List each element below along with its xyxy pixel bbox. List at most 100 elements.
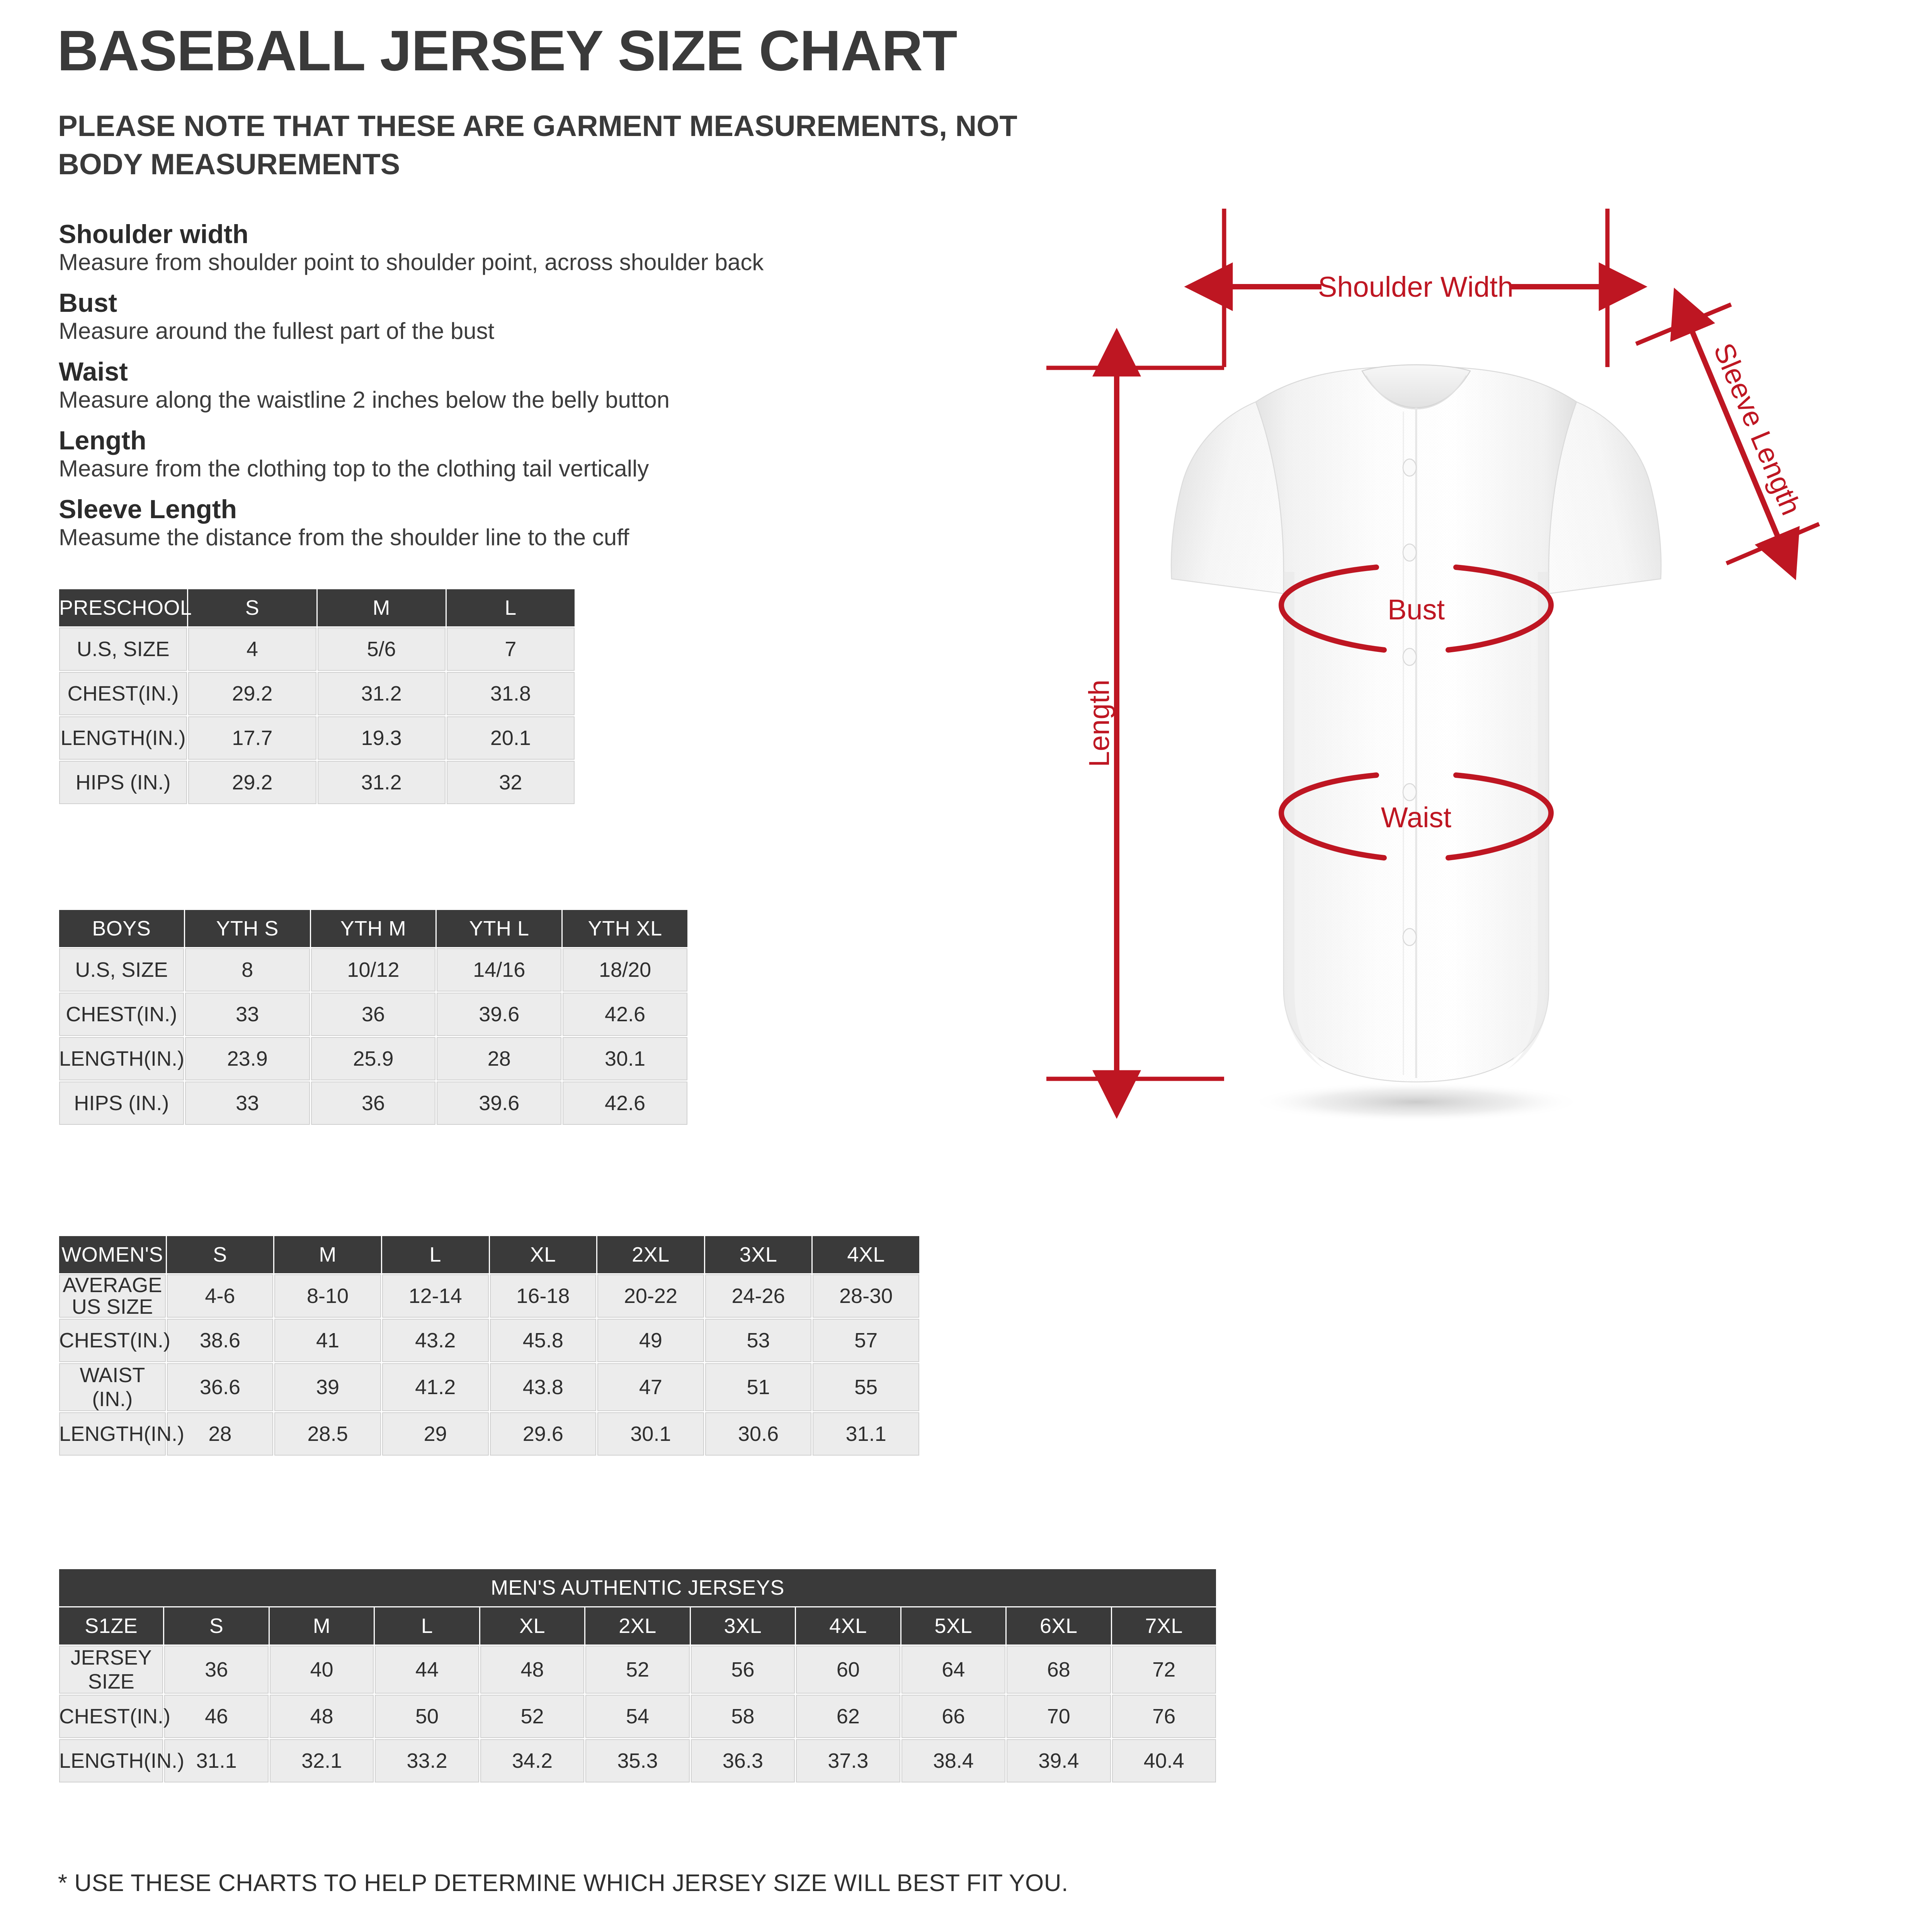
- table-cell: 35.3: [585, 1739, 690, 1782]
- size-table-mens: MEN'S AUTHENTIC JERSEYS S1ZE S M L XL 2XL 3XL 4X…: [58, 1568, 1217, 1784]
- table-cell: 47: [597, 1363, 704, 1412]
- table-cell: 43.8: [490, 1363, 597, 1412]
- table-cell: 29.2: [188, 672, 316, 715]
- table-column-header: L: [375, 1607, 479, 1645]
- definition-block: Bust Measure around the fullest part of t…: [59, 289, 967, 344]
- definition-term: Length: [59, 426, 146, 456]
- page-title: BASEBALL JERSEY SIZE CHART: [57, 19, 957, 83]
- table-cell: 39.4: [1007, 1739, 1111, 1782]
- table-cell: 43.2: [382, 1319, 489, 1362]
- row-label: U.S, SIZE: [59, 628, 187, 671]
- table-cell: 62: [796, 1695, 900, 1738]
- table-cell: 33: [185, 993, 310, 1036]
- table-cell: 53: [705, 1319, 812, 1362]
- definition-block: Shoulder width Measure from shoulder poin…: [59, 220, 967, 275]
- table-cell: 66: [901, 1695, 1006, 1738]
- table-cell: 10/12: [311, 948, 436, 992]
- row-label: HIPS (IN.): [59, 761, 187, 804]
- definition-term: Shoulder width: [59, 219, 249, 249]
- table-cell: 36: [164, 1646, 269, 1694]
- table-column-header: YTH M: [311, 910, 436, 947]
- table-cell: 72: [1112, 1646, 1216, 1694]
- row-label: CHEST(IN.): [59, 1319, 170, 1362]
- table-cell: 41: [274, 1319, 381, 1362]
- table-cell: 24-26: [705, 1274, 812, 1318]
- table-header-row: BOYS YTH S YTH M YTH L YTH XL: [59, 910, 687, 947]
- shoulder-width-label: Shoulder Width: [1318, 271, 1514, 303]
- table-cell: 18/20: [563, 948, 687, 992]
- table-row: LENGTH(IN.) 31.1 32.1 33.2 34.2 35.3 36.3 37.3 3…: [59, 1739, 1216, 1782]
- table-cell: 25.9: [311, 1037, 436, 1080]
- table-column-header: 2XL: [597, 1236, 704, 1273]
- table-cell: 60: [796, 1646, 900, 1694]
- table-column-header: 4XL: [813, 1236, 919, 1273]
- table-cell: 4-6: [167, 1274, 274, 1318]
- table-row: LENGTH(IN.) 17.7 19.3 20.1: [59, 716, 575, 760]
- bust-label: Bust: [1388, 594, 1445, 626]
- table-column-header: S: [188, 589, 316, 626]
- table-cell: 30.1: [597, 1412, 704, 1456]
- table-cell: 4: [188, 628, 316, 671]
- table-column-header: 6XL: [1007, 1607, 1111, 1645]
- table-cell: 51: [705, 1363, 812, 1412]
- sleeve-length-annotation: Sleeve Length: [1635, 287, 1820, 580]
- table-cell: 20-22: [597, 1274, 704, 1318]
- table-column-header: L: [382, 1236, 489, 1273]
- table-cell: 31.2: [317, 761, 446, 804]
- table-column-header: YTH XL: [563, 910, 687, 947]
- table-corner-header: PRESCHOOL: [59, 589, 192, 626]
- table-cell: 20.1: [446, 716, 575, 760]
- table-cell: 30.6: [705, 1412, 812, 1456]
- row-label: LENGTH(IN.): [59, 1739, 184, 1782]
- table-cell: 31.2: [317, 672, 446, 715]
- measurement-definitions: Shoulder width Measure from shoulder poin…: [59, 220, 967, 564]
- table-cell: 28.5: [274, 1412, 381, 1456]
- table-cell: 56: [690, 1646, 795, 1694]
- table-column-header: YTH S: [185, 910, 310, 947]
- table-column-header: 7XL: [1112, 1607, 1216, 1645]
- table-cell: 32.1: [269, 1739, 374, 1782]
- definition-description: Measure around the fullest part of the b…: [59, 318, 495, 344]
- jersey-buttons: [1402, 458, 1417, 946]
- table-cell: 57: [813, 1319, 919, 1362]
- table-cell: 31.8: [446, 672, 575, 715]
- table-cell: 36.6: [167, 1363, 274, 1412]
- table-row: LENGTH(IN.) 23.9 25.9 28 30.1: [59, 1037, 687, 1080]
- table-cell: 16-18: [490, 1274, 597, 1318]
- table-cell: 42.6: [563, 1082, 687, 1125]
- table-cell: 31.1: [813, 1412, 919, 1456]
- table-cell: 39: [274, 1363, 381, 1412]
- table-column-header: 3XL: [705, 1236, 812, 1273]
- definition-description: Measure from shoulder point to shoulder …: [59, 249, 764, 276]
- table-cell: 52: [480, 1695, 585, 1738]
- table-cell: 28-30: [813, 1274, 919, 1318]
- row-label: CHEST(IN.): [59, 1695, 170, 1738]
- table-cell: 68: [1007, 1646, 1111, 1694]
- table-cell: 44: [375, 1646, 479, 1694]
- definition-block: Waist Measure along the waistline 2 inche…: [59, 358, 967, 413]
- table-cell: 29.2: [188, 761, 316, 804]
- table-cell: 40: [269, 1646, 374, 1694]
- table-cell: 49: [597, 1319, 704, 1362]
- page-subtitle: PLEASE NOTE THAT THESE ARE GARMENT MEASU…: [58, 110, 1017, 181]
- table-cell: 32: [446, 761, 575, 804]
- definition-description: Measume the distance from the shoulder l…: [59, 524, 629, 551]
- table-cell: 28: [437, 1037, 562, 1080]
- table-row: WAIST (IN.) 36.6 39 41.2 43.8 47 51 55: [59, 1363, 919, 1412]
- row-label: JERSEY SIZE: [59, 1646, 163, 1694]
- collar: [1361, 364, 1471, 408]
- table-cell: 52: [585, 1646, 690, 1694]
- table-column-header: M: [317, 589, 446, 626]
- table-cell: 33.2: [375, 1739, 479, 1782]
- table-row: AVERAGE US SIZE 4-6 8-10 12-14 16-18 20-22 24-2…: [59, 1274, 919, 1318]
- table-cell: 40.4: [1112, 1739, 1216, 1782]
- definition-description: Measure from the clothing top to the clo…: [59, 456, 649, 482]
- table-header-row: WOMEN'S S M L XL 2XL 3XL 4XL: [59, 1236, 919, 1273]
- table-cell: 23.9: [185, 1037, 310, 1080]
- table-cell: 8: [185, 948, 310, 992]
- table-cell: 17.7: [188, 716, 316, 760]
- row-label: U.S, SIZE: [59, 948, 184, 992]
- table-corner-header: S1ZE: [59, 1607, 163, 1645]
- table-cell: 14/16: [437, 948, 562, 992]
- table-cell: 55: [813, 1363, 919, 1412]
